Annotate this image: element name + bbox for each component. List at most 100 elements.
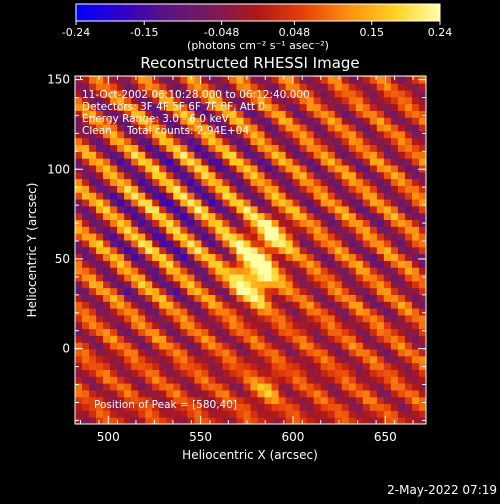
heatmap-cell [362, 76, 371, 84]
heatmap-cell [152, 246, 160, 255]
heatmap-cell [404, 117, 413, 125]
heatmap-cell [327, 239, 336, 248]
heatmap-cell [187, 164, 195, 173]
heatmap-cell [194, 117, 202, 125]
heatmap-cell [411, 294, 420, 302]
heatmap-cell [243, 267, 251, 275]
heatmap-cell [313, 294, 322, 302]
heatmap-cell [264, 342, 273, 350]
heatmap-cell [278, 335, 287, 343]
heatmap-cell [145, 383, 153, 391]
heatmap-cell [236, 226, 244, 234]
heatmap-cell [194, 301, 202, 309]
heatmap-cell [159, 314, 167, 323]
heatmap-cell [278, 308, 287, 316]
heatmap-cell [152, 205, 160, 214]
heatmap-cell [75, 96, 83, 105]
heatmap-cell [383, 403, 392, 411]
heatmap-cell [292, 328, 301, 336]
heatmap-cell [418, 124, 427, 132]
heatmap-cell [166, 199, 174, 207]
heatmap-cell [82, 103, 90, 111]
heatmap-cell [243, 253, 251, 261]
heatmap-cell [411, 124, 420, 132]
heatmap-cell [320, 83, 329, 91]
heatmap-cell [131, 178, 139, 186]
heatmap-cell [96, 260, 104, 268]
heatmap-cell [278, 130, 287, 139]
heatmap-cell [243, 349, 251, 357]
heatmap-cell [117, 144, 125, 152]
heatmap-cell [292, 178, 301, 186]
heatmap-cell [250, 178, 259, 186]
heatmap-cell [327, 260, 336, 268]
heatmap-cell [110, 103, 118, 111]
heatmap-cell [173, 314, 181, 323]
heatmap-cell [82, 239, 90, 248]
y-axis-label: Heliocentric Y (arcsec) [25, 183, 39, 318]
heatmap-cell [369, 342, 378, 350]
heatmap-cell [124, 369, 132, 377]
heatmap-cell [341, 308, 350, 316]
heatmap-cell [173, 233, 181, 241]
heatmap-cell [96, 301, 104, 309]
heatmap-cell [110, 376, 118, 384]
heatmap-cell [257, 376, 266, 384]
heatmap-cell [250, 355, 259, 364]
heatmap-cell [138, 151, 146, 159]
heatmap-cell [264, 349, 273, 357]
heatmap-cell [327, 342, 336, 350]
heatmap-cell [271, 403, 280, 411]
heatmap-cell [271, 280, 280, 289]
heatmap-cell [187, 246, 195, 255]
colorbar-tick-label: 0.048 [279, 26, 311, 39]
heatmap-cell [243, 314, 251, 323]
heatmap-cell [215, 226, 223, 234]
heatmap-cell [383, 158, 392, 166]
heatmap-cell [271, 267, 280, 275]
heatmap-cell [215, 321, 223, 330]
heatmap-cell [411, 314, 420, 323]
heatmap-cell [89, 178, 97, 186]
heatmap-cell [117, 389, 125, 398]
heatmap-cell [376, 144, 385, 152]
heatmap-cell [180, 212, 188, 221]
heatmap-cell [159, 192, 167, 200]
heatmap-cell [166, 110, 174, 118]
heatmap-cell [334, 301, 343, 309]
heatmap-cell [320, 171, 329, 180]
heatmap-cell [334, 137, 343, 146]
heatmap-cell [355, 396, 364, 405]
heatmap-cell [145, 158, 153, 166]
heatmap-cell [96, 274, 104, 282]
heatmap-cell [383, 124, 392, 132]
heatmap-cell [271, 417, 280, 425]
heatmap-cell [369, 396, 378, 405]
heatmap-cell [348, 117, 357, 125]
heatmap-cell [215, 253, 223, 261]
heatmap-cell [82, 144, 90, 152]
heatmap-cell [348, 151, 357, 159]
heatmap-cell [152, 308, 160, 316]
heatmap-cell [264, 301, 273, 309]
heatmap-cell [348, 89, 357, 98]
heatmap-cell [222, 76, 230, 84]
heatmap-cell [397, 124, 406, 132]
heatmap-cell [159, 294, 167, 302]
heatmap-cell [159, 233, 167, 241]
heatmap-cell [250, 253, 259, 261]
heatmap-cell [278, 369, 287, 377]
heatmap-cell [152, 342, 160, 350]
heatmap-cell [271, 301, 280, 309]
heatmap-cell [397, 212, 406, 221]
heatmap-cell [110, 137, 118, 146]
heatmap-cell [355, 246, 364, 255]
heatmap-cell [390, 164, 399, 173]
heatmap-cell [404, 185, 413, 193]
heatmap-cell [138, 124, 146, 132]
heatmap-cell [96, 314, 104, 323]
heatmap-cell [411, 178, 420, 186]
heatmap-cell [103, 253, 111, 261]
heatmap-cell [166, 185, 174, 193]
